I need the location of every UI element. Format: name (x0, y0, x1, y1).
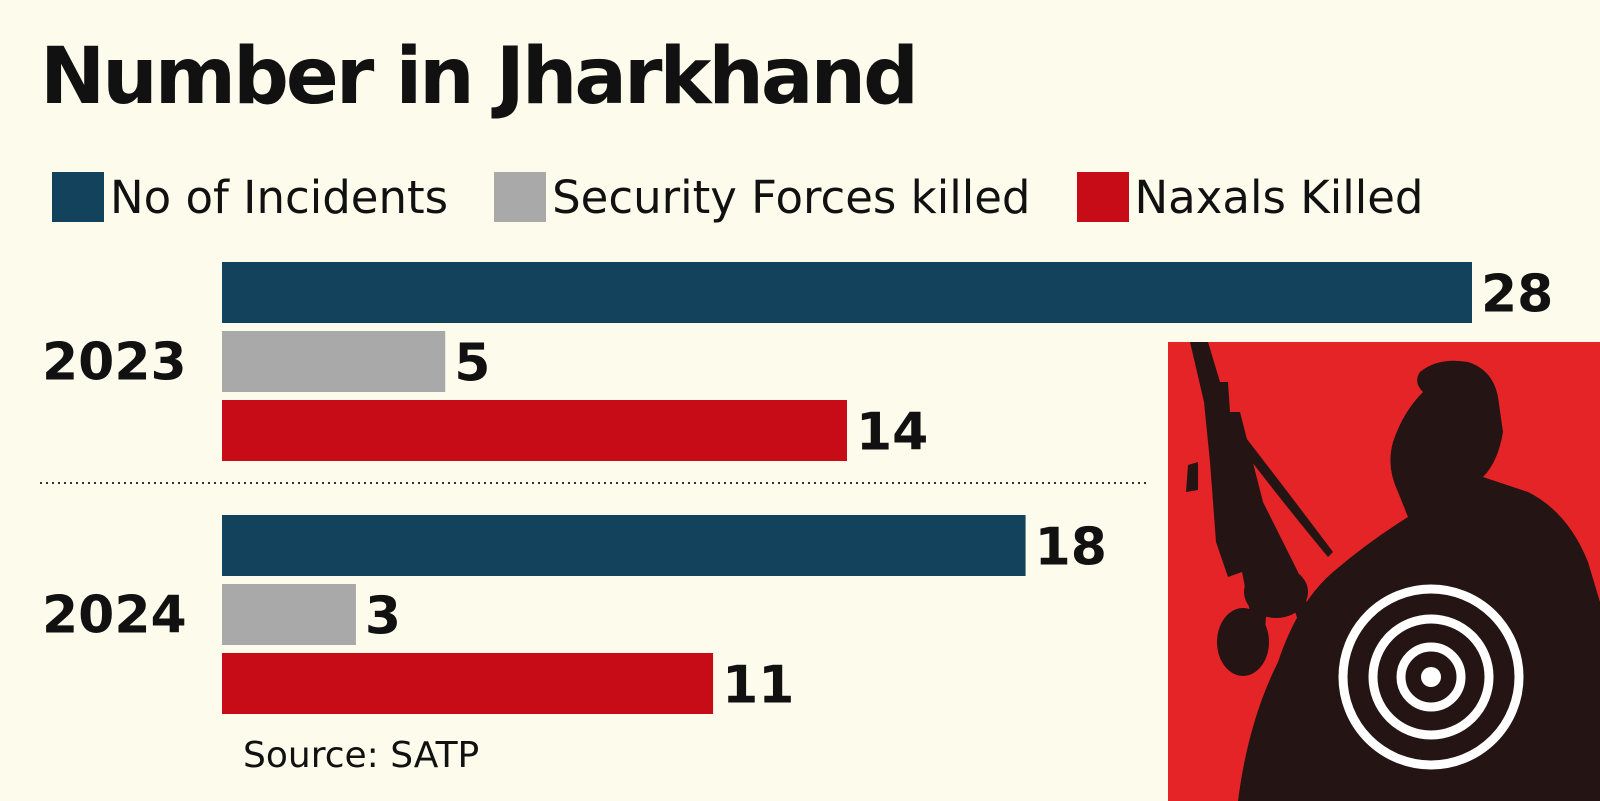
data-label-incidents-2023: 28 (1481, 265, 1553, 325)
bar-security-forces-2023 (222, 331, 446, 392)
legend-label-security-forces: Security Forces killed (552, 170, 1031, 224)
category-label-2024: 2024 (42, 586, 187, 646)
data-label-security-forces-2024: 3 (365, 587, 401, 647)
bar-security-forces-2024 (222, 584, 356, 645)
chart-title: Number in Jharkhand (40, 32, 919, 122)
category-label-2023: 2023 (42, 333, 187, 393)
legend-label-incidents: No of Incidents (110, 170, 449, 224)
bar-incidents-2023 (222, 262, 1472, 323)
legend-label-naxals: Naxals Killed (1134, 170, 1424, 224)
legend-swatch-incidents (52, 172, 104, 222)
legend-item-security-forces: Security Forces killed (494, 170, 1031, 224)
legend-item-naxals: Naxals Killed (1076, 170, 1424, 224)
legend-item-incidents: No of Incidents (52, 172, 448, 222)
data-label-security-forces-2023: 5 (454, 334, 490, 394)
armed-silhouette-with-target-icon (1168, 342, 1600, 801)
data-label-incidents-2024: 18 (1035, 518, 1107, 578)
data-label-naxals-2023: 14 (856, 403, 928, 463)
chart-legend: No of Incidents Security Forces killed N… (52, 172, 1469, 222)
source-note: Source: SATP (243, 735, 480, 776)
bar-incidents-2024 (222, 515, 1026, 576)
legend-swatch-naxals (1076, 172, 1129, 222)
bar-naxals-2023 (222, 400, 847, 461)
legend-swatch-security-forces (494, 172, 547, 222)
data-label-naxals-2024: 11 (722, 656, 794, 716)
bar-naxals-2024 (222, 653, 714, 714)
